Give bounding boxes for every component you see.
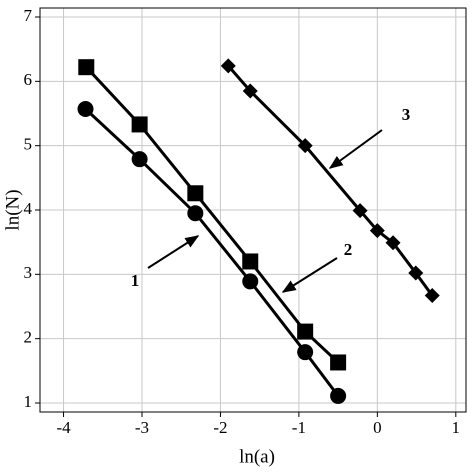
y-tick-label: 4 bbox=[24, 199, 33, 218]
point bbox=[242, 83, 258, 99]
point bbox=[77, 101, 94, 117]
point bbox=[297, 323, 314, 340]
y-tick-label: 7 bbox=[24, 6, 33, 25]
point bbox=[408, 265, 424, 281]
annotation: 1 bbox=[131, 271, 140, 290]
x-tick-label: 0 bbox=[373, 418, 382, 437]
annotation: 3 bbox=[402, 105, 411, 124]
y-tick-label: 6 bbox=[24, 70, 33, 89]
x-tick-label: 1 bbox=[452, 418, 461, 437]
fit-line bbox=[227, 64, 434, 297]
annotation: 2 bbox=[344, 240, 353, 259]
point bbox=[187, 205, 204, 222]
x-tick-label: -1 bbox=[292, 418, 306, 437]
point bbox=[131, 116, 148, 133]
point bbox=[369, 223, 385, 239]
y-tick-label: 1 bbox=[24, 392, 33, 411]
arrow bbox=[328, 129, 383, 169]
fit-line bbox=[85, 66, 340, 364]
y-tick-label: 5 bbox=[24, 135, 33, 154]
point bbox=[187, 185, 204, 202]
point bbox=[297, 138, 313, 154]
point bbox=[78, 59, 95, 76]
point bbox=[242, 253, 259, 270]
point bbox=[330, 387, 347, 404]
point bbox=[131, 151, 148, 168]
point bbox=[385, 235, 401, 251]
point bbox=[330, 354, 347, 371]
marks bbox=[77, 58, 440, 404]
arrow bbox=[281, 257, 338, 293]
y-tick-label: 3 bbox=[24, 263, 33, 282]
point bbox=[242, 273, 259, 290]
x-tick-label: -4 bbox=[56, 418, 71, 437]
arrow bbox=[147, 235, 200, 269]
point bbox=[297, 344, 314, 361]
x-tick-label: -3 bbox=[135, 418, 149, 437]
plot-frame bbox=[39, 7, 467, 413]
fit-line bbox=[84, 107, 340, 397]
x-axis-label: ln(a) bbox=[239, 446, 275, 467]
point bbox=[220, 58, 236, 74]
grid bbox=[35, 8, 466, 417]
point bbox=[424, 288, 440, 304]
y-axis-label: ln(N) bbox=[2, 189, 23, 230]
y-tick-label: 2 bbox=[24, 328, 33, 347]
x-tick-label: -2 bbox=[213, 418, 227, 437]
point bbox=[352, 203, 368, 219]
